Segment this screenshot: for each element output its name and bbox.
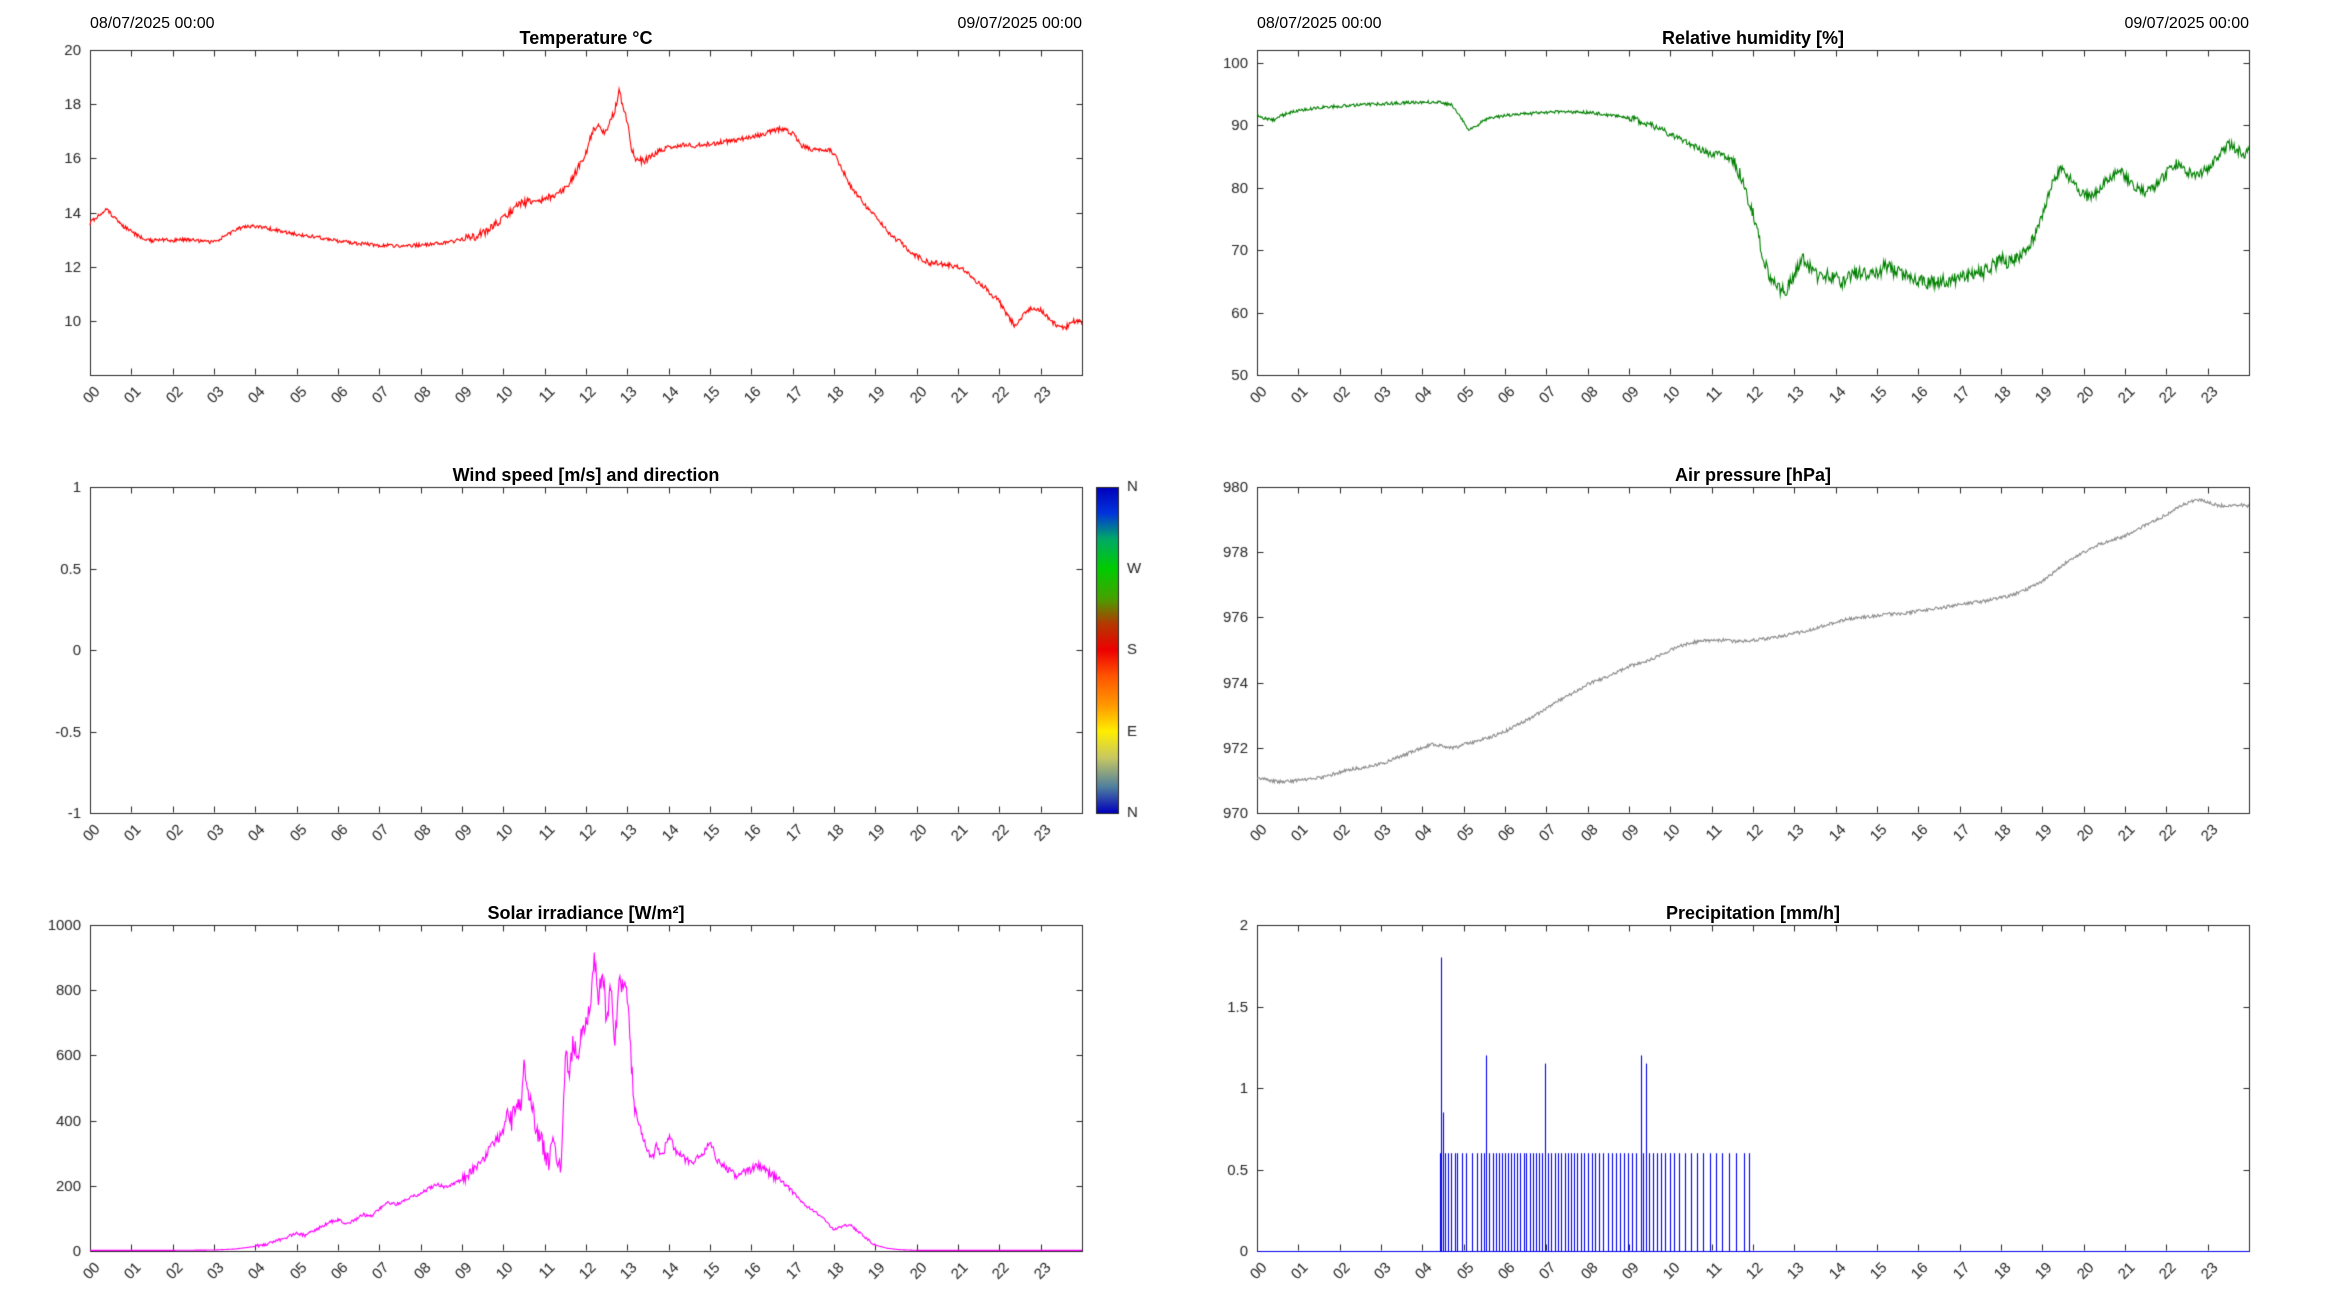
temperature-plot-canvas (0, 0, 1166, 437)
pressure-panel: Air pressure [hPa] (1167, 437, 2333, 875)
precipitation-panel: Precipitation [mm/h] (1167, 875, 2333, 1313)
pressure-plot-canvas (1167, 437, 2333, 875)
wind-panel: Wind speed [m/s] and direction (0, 437, 1166, 875)
wind-plot-canvas (0, 437, 1166, 875)
temperature-panel: 08/07/2025 00:00 Temperature °C 09/07/20… (0, 0, 1166, 437)
solar-plot-canvas (0, 875, 1166, 1313)
solar-panel: Solar irradiance [W/m²] (0, 875, 1166, 1313)
humidity-panel: 08/07/2025 00:00 Relative humidity [%] 0… (1167, 0, 2333, 437)
humidity-plot-canvas (1167, 0, 2333, 437)
precipitation-plot-canvas (1167, 875, 2333, 1313)
